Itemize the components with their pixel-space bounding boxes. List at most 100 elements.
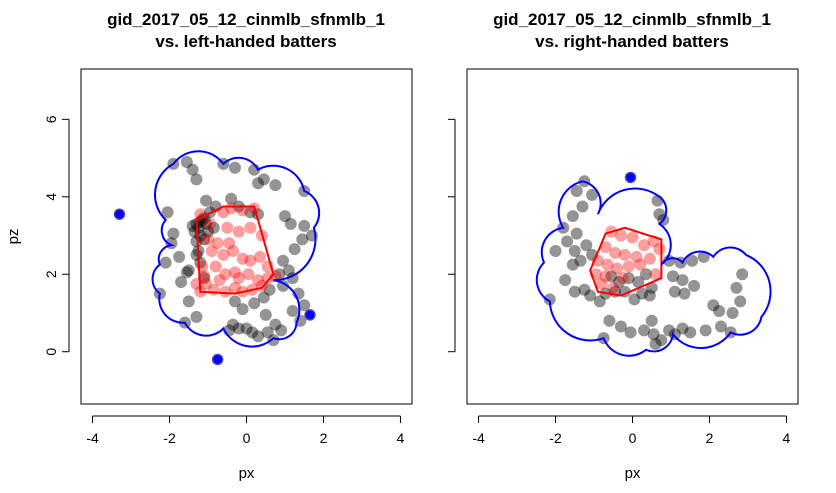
pitch-point-outside bbox=[190, 235, 203, 248]
pitch-point-inside bbox=[228, 266, 241, 279]
pitch-point-inside bbox=[232, 225, 245, 238]
y-axis-title: pz bbox=[5, 229, 22, 245]
pitch-point-outside bbox=[628, 293, 641, 306]
pitch-point-outside bbox=[186, 163, 199, 176]
pitch-point-inside bbox=[244, 221, 257, 234]
pitch-point-inside bbox=[236, 252, 249, 265]
pitch-point-outside bbox=[622, 272, 635, 285]
plot-frame bbox=[80, 68, 413, 405]
pitch-point-inside bbox=[611, 262, 624, 275]
pitch-point-outside bbox=[227, 318, 240, 331]
x-tick-label: 0 bbox=[629, 430, 637, 446]
y-tick-label: 6 bbox=[43, 115, 59, 123]
boundary-vertex-point bbox=[304, 309, 316, 321]
pitch-point-inside bbox=[638, 239, 651, 252]
x-tick-label: 4 bbox=[783, 430, 791, 446]
pitch-point-inside bbox=[219, 268, 232, 281]
pitch-point-outside bbox=[730, 281, 743, 294]
pitch-point-outside bbox=[684, 326, 697, 339]
pitch-point-outside bbox=[161, 206, 174, 219]
pitch-point-outside bbox=[576, 200, 589, 213]
x-tick-label: 2 bbox=[706, 430, 714, 446]
pitch-point-outside bbox=[200, 217, 213, 230]
boundary-vertex-point bbox=[113, 208, 126, 220]
pitch-point-inside bbox=[616, 272, 629, 285]
pitch-point-outside bbox=[686, 254, 699, 267]
pitch-point-outside bbox=[586, 188, 599, 201]
pitch-point-outside bbox=[273, 268, 286, 281]
pitch-point-outside bbox=[190, 173, 203, 186]
pitch-point-inside bbox=[219, 285, 232, 298]
pitch-point-outside bbox=[636, 287, 649, 300]
pitch-point-outside bbox=[200, 194, 213, 207]
pitch-point-outside bbox=[277, 279, 290, 292]
pitch-point-outside bbox=[175, 276, 188, 289]
pitch-point-inside bbox=[223, 237, 236, 250]
pitch-point-outside bbox=[198, 272, 211, 285]
pitch-point-outside bbox=[699, 324, 712, 337]
plot-area bbox=[113, 150, 321, 366]
pitch-point-outside bbox=[649, 337, 662, 350]
pitch-point-outside bbox=[173, 250, 186, 263]
pitch-point-outside bbox=[232, 322, 245, 335]
pitch-point-outside bbox=[261, 326, 274, 339]
pitch-point-outside bbox=[278, 210, 291, 223]
pitch-point-outside bbox=[257, 173, 270, 186]
pitch-point-outside bbox=[645, 281, 658, 294]
pitch-point-outside bbox=[180, 155, 193, 168]
pitch-point-outside bbox=[678, 287, 691, 300]
chart-title: gid_2017_05_12_cinmlb_sfnmlb_1 bbox=[493, 10, 771, 29]
pitch-point-outside bbox=[284, 217, 297, 230]
pitch-point-outside bbox=[561, 235, 574, 248]
pitch-point-inside bbox=[200, 277, 213, 290]
pitch-point-outside bbox=[715, 320, 728, 333]
pitch-point-outside bbox=[566, 258, 579, 271]
x-tick-label: -2 bbox=[549, 430, 562, 446]
pitch-point-outside bbox=[252, 330, 265, 343]
pitch-point-inside bbox=[622, 260, 635, 273]
pitch-point-outside bbox=[697, 250, 710, 263]
pitch-point-inside bbox=[232, 272, 245, 285]
pitch-point-outside bbox=[614, 320, 627, 333]
pitch-point-outside bbox=[259, 308, 272, 321]
pitch-point-inside bbox=[601, 258, 614, 271]
pitch-point-outside bbox=[267, 334, 280, 347]
pitch-point-outside bbox=[198, 233, 211, 246]
boundary-curve bbox=[535, 180, 772, 357]
pitch-point-outside bbox=[180, 266, 193, 279]
pitch-point-outside bbox=[707, 299, 720, 312]
pitch-point-inside bbox=[227, 245, 240, 258]
pitch-point-outside bbox=[566, 210, 579, 223]
pitch-point-outside bbox=[248, 297, 261, 310]
pitch-point-inside bbox=[205, 245, 218, 258]
pitch-point-inside bbox=[203, 217, 216, 230]
pitch-point-outside bbox=[298, 219, 311, 232]
pitch-point-outside bbox=[638, 324, 651, 337]
pitch-point-inside bbox=[221, 221, 234, 234]
pitch-point-outside bbox=[613, 276, 626, 289]
plot-frame bbox=[466, 68, 799, 405]
x-tick-label: -2 bbox=[163, 430, 176, 446]
pitch-point-inside bbox=[261, 272, 274, 285]
pitch-point-outside bbox=[225, 192, 238, 205]
pitch-point-outside bbox=[246, 326, 259, 339]
left-handed-panel: gid_2017_05_12_cinmlb_sfnmlb_1 vs. left-h… bbox=[5, 10, 413, 482]
pitch-point-outside bbox=[236, 303, 249, 316]
pitch-point-outside bbox=[275, 324, 288, 337]
chart-title: gid_2017_05_12_cinmlb_sfnmlb_1 bbox=[107, 10, 385, 29]
pitch-point-inside bbox=[649, 268, 662, 281]
pitch-point-outside bbox=[269, 179, 282, 192]
pitch-point-inside bbox=[607, 281, 620, 294]
pitch-point-inside bbox=[614, 229, 627, 242]
pitch-point-inside bbox=[198, 270, 211, 283]
pitch-point-outside bbox=[578, 283, 591, 296]
pitch-point-outside bbox=[570, 184, 583, 197]
pitch-point-outside bbox=[643, 289, 656, 302]
pitch-point-inside bbox=[211, 237, 224, 250]
pitch-point-outside bbox=[186, 219, 199, 232]
pitch-point-inside bbox=[244, 254, 257, 267]
pitch-point-inside bbox=[618, 248, 631, 261]
pitch-point-outside bbox=[543, 293, 556, 306]
pitch-point-outside bbox=[228, 295, 241, 308]
